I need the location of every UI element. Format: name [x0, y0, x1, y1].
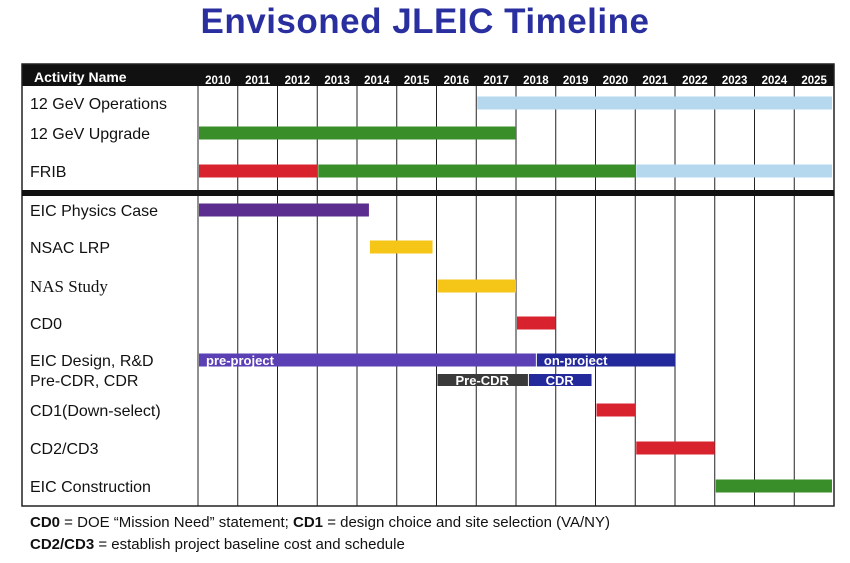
bar-label: pre-project — [206, 353, 275, 368]
timeline-bar — [199, 353, 536, 367]
timeline-bar — [536, 353, 675, 367]
chart-title: Envisoned JLEIC Timeline — [200, 2, 650, 41]
year-label: 2012 — [285, 75, 311, 87]
timeline-bar — [715, 479, 832, 493]
year-label: 2025 — [801, 75, 827, 87]
footnote-cd2cd3-text: = establish project baseline cost and sc… — [94, 536, 405, 553]
footnotes: CD0 = DOE “Mission Need” statement; CD1 … — [30, 512, 610, 556]
activity-label: 12 GeV Upgrade — [30, 126, 150, 143]
timeline-bar — [477, 96, 832, 110]
activity-label: CD2/CD3 — [30, 441, 99, 458]
footnote-line-2: CD2/CD3 = establish project baseline cos… — [30, 534, 610, 556]
activity-label: Pre-CDR, CDR — [30, 373, 138, 390]
year-label: 2019 — [563, 75, 589, 87]
year-label: 2013 — [324, 75, 350, 87]
header-activity-name: Activity Name — [34, 69, 127, 85]
activity-label: CD1(Down-select) — [30, 403, 161, 420]
timeline-bar — [636, 164, 832, 178]
year-label: 2021 — [642, 75, 668, 87]
year-label: 2020 — [603, 75, 629, 87]
timeline-bar — [528, 374, 592, 386]
activity-label: EIC Design, R&D — [30, 353, 154, 370]
activity-label: 12 GeV Operations — [30, 96, 167, 113]
timeline-bar — [437, 374, 528, 386]
activity-label: FRIB — [30, 164, 66, 181]
year-label: 2023 — [722, 75, 748, 87]
year-label: 2024 — [762, 75, 788, 87]
year-label: 2010 — [205, 75, 231, 87]
bar-label: on-project — [544, 353, 608, 368]
footnote-line-1: CD0 = DOE “Mission Need” statement; CD1 … — [30, 512, 610, 534]
activity-label: EIC Physics Case — [30, 203, 158, 220]
bar-label: CDR — [546, 373, 575, 388]
year-label: 2022 — [682, 75, 708, 87]
footnote-cd1-text: = design choice and site selection (VA/N… — [323, 514, 610, 531]
footnote-cd2cd3-term: CD2/CD3 — [30, 536, 95, 553]
activity-label: CD0 — [30, 316, 62, 333]
footnote-cd1-term: CD1 — [293, 514, 324, 531]
timeline-bar — [199, 126, 516, 140]
bar-label: Pre-CDR — [455, 373, 509, 388]
footnote-cd0-text: = DOE “Mission Need” statement; — [60, 514, 294, 531]
timeline-bar — [199, 164, 318, 178]
year-label: 2016 — [444, 75, 470, 87]
header-band — [22, 64, 834, 86]
timeline-bar — [437, 279, 516, 293]
timeline-bar — [596, 403, 636, 417]
timeline-bar — [636, 441, 715, 455]
timeline-bar — [517, 316, 556, 330]
year-label: 2011 — [245, 75, 271, 87]
activity-label: NAS Study — [30, 277, 108, 296]
year-label: 2018 — [523, 75, 549, 87]
footnote-cd0-term: CD0 — [30, 514, 61, 531]
year-label: 2014 — [364, 75, 390, 87]
year-label: 2015 — [404, 75, 430, 87]
group-separator — [22, 190, 834, 196]
activity-label: NSAC LRP — [30, 240, 110, 257]
timeline-bar — [369, 240, 433, 254]
year-label: 2017 — [483, 75, 509, 87]
timeline-bar — [318, 164, 636, 178]
timeline-bar — [199, 203, 369, 217]
activity-label: EIC Construction — [30, 479, 151, 496]
